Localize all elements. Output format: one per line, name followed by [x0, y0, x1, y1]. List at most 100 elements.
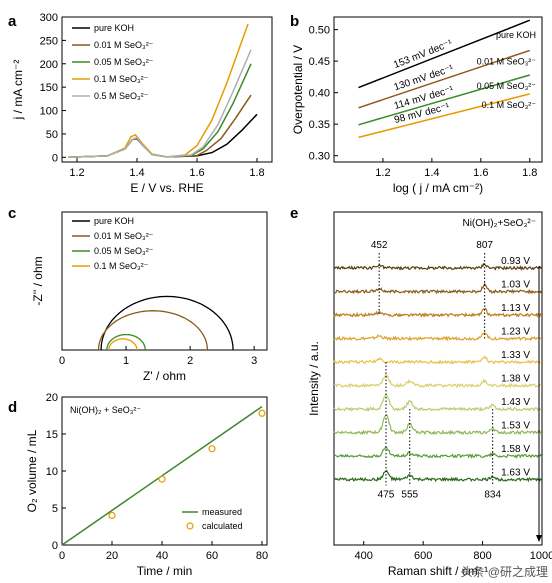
panel-a-ytick-label: 200: [40, 59, 58, 71]
panel-b-xtick-label: 1.6: [473, 167, 488, 179]
panel-e-peak-label: 834: [484, 490, 501, 501]
panel-e-arrow-head: [536, 535, 542, 542]
panel-b-ylabel: Overpotential / V: [291, 45, 305, 134]
panel-c-series-1: [97, 310, 209, 351]
panel-e-potential-label: 1.58 V: [501, 444, 530, 455]
watermark: 头条 @研之成理: [460, 565, 548, 579]
panel-e-ylabel: Intensity / a.u.: [307, 341, 321, 416]
panel-a-series-4: [67, 49, 252, 159]
panel-d-calculated-point: [158, 475, 166, 483]
panel-c-xtick-label: 2: [187, 355, 193, 367]
panel-d-ytick-label: 10: [46, 466, 58, 478]
panel-d-label: d: [8, 399, 17, 416]
panel-c-legend-label: 0.05 M SeO₃²⁻: [94, 246, 154, 256]
panel-c-xlabel: Z' / ohm: [143, 369, 186, 383]
panel-e-potential-label: 1.03 V: [501, 280, 530, 291]
panel-b-series-2: [358, 74, 531, 126]
panel-d-calculated-point: [108, 511, 116, 520]
panel-a-series-0: [67, 113, 258, 159]
panel-e-xlabel: Raman shift / cm⁻¹: [388, 564, 488, 578]
panel-e-potential-label: 1.33 V: [501, 350, 530, 361]
panel-b-ytick-label: 0.45: [309, 56, 330, 68]
panel-e-spectrum-0: [333, 262, 543, 271]
panel-d-ytick-label: 15: [46, 429, 58, 441]
panel-a-frame: [61, 16, 273, 163]
panel-a-ytick-label: 50: [46, 129, 58, 141]
panel-b-series-label: 0.01 M SeO₃²⁻: [477, 56, 537, 66]
panel-c-ylabel: -Z'' / ohm: [31, 256, 45, 305]
panel-e-peak-label: 555: [401, 490, 418, 501]
panel-b-xlabel: log ( j / mA cm⁻²): [393, 181, 483, 195]
panel-c-legend-label: 0.01 M SeO₃²⁻: [94, 231, 154, 241]
panel-a-legend-label: 0.1 M SeO₃²⁻: [94, 74, 149, 84]
panel-d-xtick-label: 20: [106, 550, 118, 562]
panel-a-xtick-label: 1.8: [249, 167, 264, 179]
panel-e-potential-label: 1.13 V: [501, 303, 530, 314]
panel-a-ytick-label: 300: [40, 12, 58, 24]
panel-d-title: Ni(OH)₂ + SeO₃²⁻: [70, 405, 141, 415]
panel-e-potential-label: 1.53 V: [501, 421, 530, 432]
panel-d-xtick-label: 40: [156, 550, 168, 562]
panel-a-legend-label: 0.01 M SeO₃²⁻: [94, 40, 154, 50]
panel-b-label: b: [290, 13, 299, 30]
panel-e-label: e: [290, 205, 298, 222]
panel-d-xtick-label: 60: [206, 550, 218, 562]
panel-e-potential-label: 1.38 V: [501, 374, 530, 385]
panel-b-ytick-label: 0.30: [309, 151, 330, 163]
panel-e-spectrum-4: [333, 355, 543, 365]
panel-a-label: a: [8, 13, 17, 30]
panel-b-ytick-label: 0.35: [309, 119, 330, 131]
panel-e-spectrum-8: [333, 446, 543, 459]
panel-a-legend-label: 0.5 M SeO₃²⁻: [94, 91, 149, 101]
panel-b-frame: [333, 16, 543, 163]
panel-b-xtick-label: 1.4: [424, 167, 439, 179]
panel-c-legend-label: pure KOH: [94, 216, 134, 226]
panel-a-ytick-label: 0: [52, 152, 58, 164]
panel-e-spectrum-6: [333, 393, 543, 412]
panel-a-xlabel: E / V vs. RHE: [130, 181, 203, 195]
panel-d-ytick-label: 0: [52, 540, 58, 552]
panel-a-legend-label: pure KOH: [94, 23, 134, 33]
panel-b-xtick-label: 1.8: [522, 167, 537, 179]
panel-e-frame: [333, 211, 543, 546]
panel-e-peak-label: 807: [476, 240, 493, 251]
panel-d-legend-label: calculated: [202, 521, 243, 531]
panel-d-xlabel: Time / min: [137, 564, 193, 578]
panel-c-frame: [61, 211, 268, 351]
panel-c-series-3: [108, 338, 138, 351]
panel-e-xtick-label: 800: [473, 550, 491, 562]
panel-a-ytick-label: 250: [40, 35, 58, 47]
panel-b-series-label: 0.1 M SeO₃²⁻: [482, 100, 537, 110]
panel-d-xtick-label: 0: [59, 550, 65, 562]
panel-c-series-2: [106, 333, 146, 351]
panel-e-title: Ni(OH)₂+SeO₃²⁻: [462, 218, 536, 229]
panel-d-legend-label: measured: [202, 507, 242, 517]
panel-c-xtick-label: 0: [59, 355, 65, 367]
panel-a-ytick-label: 100: [40, 106, 58, 118]
panel-e-spectrum-7: [333, 414, 543, 436]
panel-e-peak-label: 452: [371, 240, 388, 251]
panel-d-legend-swatch: [186, 522, 194, 530]
panel-d-ytick-label: 5: [52, 503, 58, 515]
panel-e-xtick-label: 600: [414, 550, 432, 562]
panel-e-xtick-label: 1000: [530, 550, 552, 562]
panel-e-spectrum-3: [333, 331, 542, 342]
panel-c-xtick-label: 3: [251, 355, 257, 367]
panel-d-calculated-point: [258, 409, 266, 417]
panel-d-ylabel: O₂ volume / mL: [25, 429, 39, 512]
panel-c-legend-label: 0.1 M SeO₃²⁻: [94, 261, 149, 271]
panel-b-series-1: [358, 49, 531, 109]
panel-b-series-0: [358, 19, 531, 89]
panel-a-xtick-label: 1.6: [189, 167, 204, 179]
panel-e-potential-label: 1.63 V: [501, 468, 530, 479]
panel-c-xtick-label: 1: [123, 355, 129, 367]
panel-e-spectrum-1: [333, 282, 543, 295]
panel-b-ytick-label: 0.40: [309, 88, 330, 100]
panel-a-ylabel: j / mA cm⁻²: [11, 60, 25, 121]
panel-c-label: c: [8, 205, 16, 222]
panel-d-ytick-label: 20: [46, 392, 58, 404]
panel-e-spectrum-5: [333, 373, 543, 389]
panel-e-potential-label: 1.23 V: [501, 327, 530, 338]
panel-e-potential-label: 0.93 V: [501, 256, 530, 267]
